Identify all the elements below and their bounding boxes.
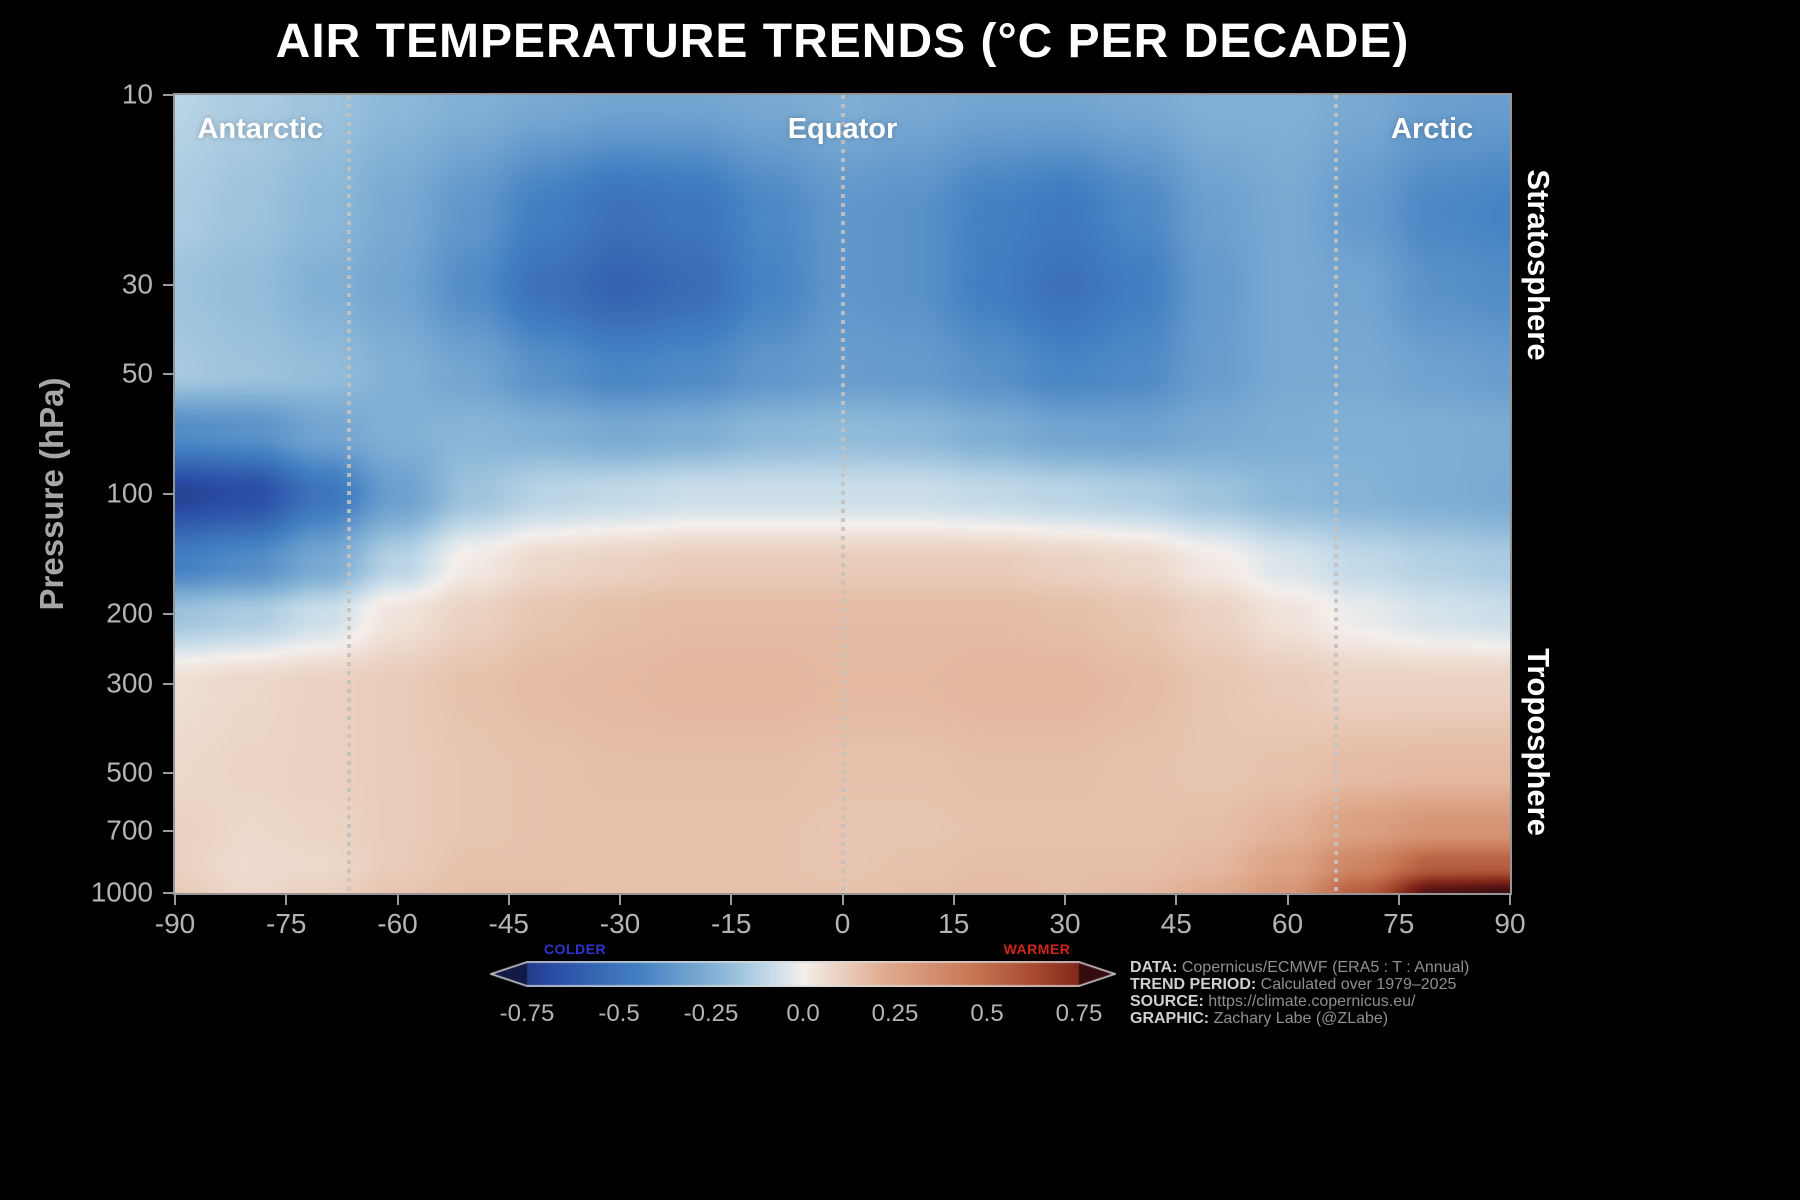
x-tick-mark bbox=[285, 895, 288, 905]
x-tick-label: 75 bbox=[1383, 908, 1415, 939]
y-tick-label: 700 bbox=[106, 814, 153, 846]
y-tick-mark bbox=[163, 830, 174, 833]
x-tick-mark bbox=[841, 895, 844, 905]
x-tick-label: -75 bbox=[266, 908, 307, 939]
colorbar-tick-label: 0.75 bbox=[1055, 1000, 1103, 1027]
x-tick-label: -90 bbox=[154, 908, 196, 939]
colorbar-tick-label: -0.5 bbox=[598, 1000, 640, 1027]
x-tick-mark bbox=[619, 895, 621, 905]
x-tick-mark bbox=[952, 895, 955, 905]
x-tick-mark bbox=[1286, 895, 1289, 905]
colorbar-tick-label: 0.25 bbox=[871, 1000, 919, 1027]
y-tick-label: 500 bbox=[106, 756, 153, 788]
x-tick-label: -30 bbox=[599, 908, 641, 939]
colorbar-tick-label: 0.5 bbox=[970, 1000, 1004, 1027]
x-tick-mark bbox=[396, 895, 399, 905]
y-tick-mark bbox=[163, 892, 174, 894]
y-tick-label: 10 bbox=[121, 78, 153, 110]
colorbar-tick-label: 0.0 bbox=[786, 1000, 820, 1027]
x-tick-label: 45 bbox=[1160, 908, 1192, 939]
y-tick-mark bbox=[163, 284, 174, 287]
x-tick-mark bbox=[1397, 895, 1400, 905]
y-tick-label: 1000 bbox=[90, 876, 153, 908]
region-label-antarctic: Antarctic bbox=[197, 113, 324, 145]
x-tick-label: -45 bbox=[488, 908, 529, 939]
credit-label: GRAPHIC: bbox=[1130, 1010, 1214, 1027]
stratosphere-label: Stratosphere bbox=[1521, 169, 1556, 361]
credit-value: Calculated over 1979–2025 bbox=[1260, 976, 1457, 993]
colorbar-warmer-label: WARMER bbox=[1003, 941, 1071, 957]
credit-line: TREND PERIOD: Calculated over 1979–2025 bbox=[1130, 976, 1469, 993]
y-tick-mark bbox=[163, 493, 174, 495]
x-tick-mark bbox=[1175, 895, 1178, 905]
y-tick-label: 100 bbox=[106, 477, 153, 509]
x-tick-mark bbox=[507, 895, 510, 905]
y-tick-label: 200 bbox=[106, 597, 153, 629]
x-tick-mark bbox=[1509, 895, 1511, 905]
colorbar-tick-label: -0.25 bbox=[683, 1000, 739, 1027]
region-label-arctic: Arctic bbox=[1391, 113, 1474, 145]
reference-line bbox=[347, 95, 352, 893]
troposphere-label: Troposphere bbox=[1521, 648, 1556, 836]
reference-line bbox=[840, 95, 845, 893]
reference-line bbox=[1333, 95, 1338, 893]
x-tick-label: 60 bbox=[1271, 908, 1304, 939]
y-tick-mark bbox=[163, 771, 174, 774]
x-tick-label: -60 bbox=[377, 908, 418, 939]
credit-line: DATA: Copernicus/ECMWF (ERA5 : T : Annua… bbox=[1130, 959, 1469, 976]
colorbar-colder-label: COLDER bbox=[543, 941, 607, 957]
x-tick-label: 90 bbox=[1494, 908, 1526, 939]
colorbar bbox=[490, 961, 1116, 987]
x-tick-mark bbox=[174, 895, 176, 905]
x-tick-label: -15 bbox=[711, 908, 752, 939]
y-tick-label: 300 bbox=[106, 667, 153, 699]
y-tick-mark bbox=[163, 683, 174, 686]
y-tick-mark bbox=[163, 372, 174, 375]
x-tick-label: 0 bbox=[834, 908, 851, 939]
colorbar-tick-label: -0.75 bbox=[499, 1000, 555, 1027]
credit-value: Zachary Labe (@ZLabe) bbox=[1213, 1010, 1389, 1027]
credit-label: TREND PERIOD: bbox=[1130, 976, 1261, 993]
x-tick-label: 30 bbox=[1049, 908, 1081, 939]
credit-label: SOURCE: bbox=[1130, 993, 1209, 1010]
y-tick-label: 50 bbox=[121, 357, 153, 389]
x-tick-mark bbox=[730, 895, 733, 905]
y-tick-mark bbox=[163, 613, 174, 616]
credit-value: Copernicus/ECMWF (ERA5 : T : Annual) bbox=[1181, 959, 1470, 976]
x-tick-mark bbox=[1064, 895, 1066, 905]
credit-line: GRAPHIC: Zachary Labe (@ZLabe) bbox=[1130, 1010, 1469, 1027]
credits-block: DATA: Copernicus/ECMWF (ERA5 : T : Annua… bbox=[1130, 959, 1469, 1027]
chart-title: AIR TEMPERATURE TRENDS (°C PER DECADE) bbox=[275, 15, 1410, 68]
credit-value: https://climate.copernicus.eu/ bbox=[1208, 993, 1416, 1010]
credit-line: SOURCE: https://climate.copernicus.eu/ bbox=[1130, 993, 1469, 1010]
region-label-equator: Equator bbox=[787, 113, 898, 145]
x-tick-label: 15 bbox=[938, 908, 970, 939]
credit-label: DATA: bbox=[1130, 959, 1182, 976]
y-tick-label: 30 bbox=[121, 268, 153, 300]
y-tick-mark bbox=[163, 94, 174, 96]
